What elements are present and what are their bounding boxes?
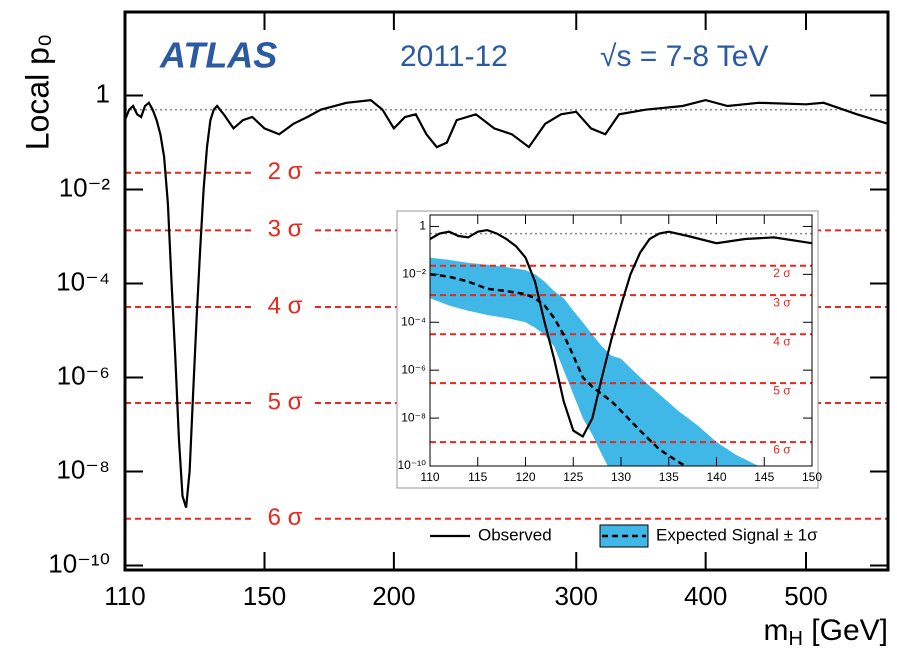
x-tick-label: 135 xyxy=(659,470,679,484)
x-axis-label-part: m xyxy=(764,614,789,647)
x-tick-label: 110 xyxy=(420,470,439,484)
legend-label: Observed xyxy=(478,525,552,544)
plot-frame xyxy=(123,10,890,572)
x-tick-label: 150 xyxy=(243,581,286,611)
y-tick-label: 10⁻⁸ xyxy=(401,410,426,424)
y-tick-label: 10⁻² xyxy=(402,267,426,281)
x-tick-label: 130 xyxy=(611,470,631,484)
legend-label: Expected Signal ± 1σ xyxy=(656,525,818,544)
x-tick-label: 400 xyxy=(684,581,727,611)
y-tick-label: 10⁻⁴ xyxy=(401,314,426,328)
x-tick-label: 150 xyxy=(802,470,822,484)
y-tick-label: 1 xyxy=(419,219,426,233)
data-line xyxy=(430,228,812,439)
sigma-label: 2 σ xyxy=(268,158,303,185)
x-tick-label: 200 xyxy=(372,581,415,611)
y-tick-label: 10⁻⁸ xyxy=(56,454,110,484)
x-axis-label-part: H xyxy=(789,628,803,650)
y-tick-label: 10⁻⁶ xyxy=(57,360,110,390)
sigma-label: 4 σ xyxy=(773,334,791,348)
y-axis-label: Local p₀ xyxy=(19,34,55,150)
experiment-label: ATLAS xyxy=(159,35,277,76)
x-tick-label: 300 xyxy=(555,581,598,611)
data-line xyxy=(125,98,888,508)
y-tick-label: 10⁻⁶ xyxy=(401,362,426,376)
x-tick-label: 120 xyxy=(515,470,535,484)
x-tick-label: 140 xyxy=(706,470,726,484)
period-label: 2011-12 xyxy=(400,40,508,73)
sigma-label: 6 σ xyxy=(268,504,303,531)
y-tick-label: 1 xyxy=(96,78,110,108)
x-axis-label: mH [GeV] xyxy=(764,614,889,650)
plot-area xyxy=(430,228,812,466)
sigma-label: 4 σ xyxy=(268,292,303,319)
x-tick-label: 125 xyxy=(563,470,583,484)
sigma-label: 3 σ xyxy=(268,216,303,243)
sigma-label: 5 σ xyxy=(268,388,303,415)
error-band xyxy=(430,257,759,466)
data-line xyxy=(430,273,688,466)
y-tick-label: 10⁻⁴ xyxy=(56,266,110,296)
y-tick-label: 10⁻¹⁰ xyxy=(398,458,427,472)
y-tick-label: 10⁻² xyxy=(59,172,111,202)
x-tick-label: 110 xyxy=(104,581,145,611)
y-tick-label: 10⁻¹⁰ xyxy=(48,548,110,578)
x-tick-label: 500 xyxy=(784,581,827,611)
sigma-label: 6 σ xyxy=(773,442,791,456)
sigma-label: 3 σ xyxy=(773,295,791,309)
x-tick-label: 145 xyxy=(754,470,774,484)
sigma-label: 5 σ xyxy=(773,383,791,397)
x-axis-label-part: [GeV] xyxy=(803,614,888,647)
x-tick-label: 115 xyxy=(468,470,487,484)
energy-label: √s = 7-8 TeV xyxy=(600,40,769,73)
sigma-label: 2 σ xyxy=(773,266,791,280)
